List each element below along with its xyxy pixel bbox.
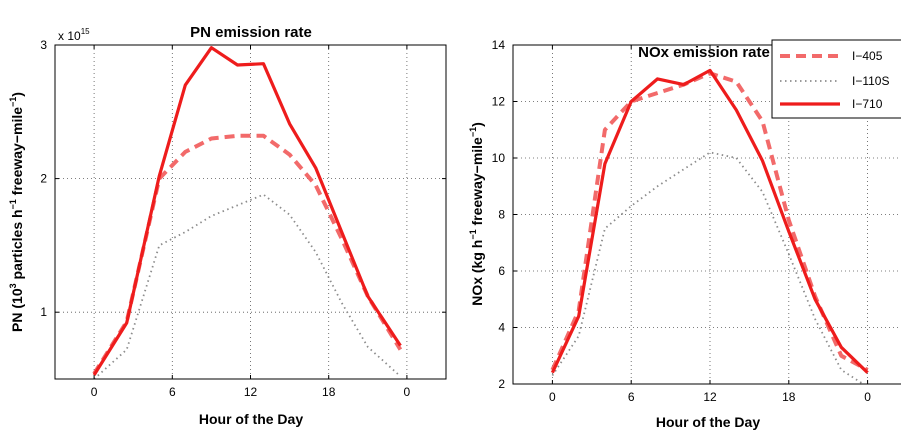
x-tick-label: 0 — [864, 390, 871, 404]
pn-series-group — [92, 46, 403, 379]
x-tick-label: 18 — [322, 385, 336, 399]
y-tick-label: 14 — [492, 38, 506, 52]
legend-label-i710: I−710 — [852, 97, 883, 111]
series-line-i710 — [550, 68, 869, 374]
y-tick-label: 3 — [40, 38, 47, 52]
x-tick-label: 12 — [703, 390, 717, 404]
x-tick-label: 0 — [549, 390, 556, 404]
series-line-i710 — [92, 46, 402, 376]
x-tick-label: 0 — [404, 385, 411, 399]
series-line-i405 — [92, 133, 403, 375]
nox-y-axis-label: NOx (kg h−1 freeway−mile−1) — [468, 122, 485, 306]
nox-ticks: 0 6 12 18 0 2 4 6 8 10 12 14 — [492, 38, 872, 404]
y-tick-label: 6 — [498, 264, 505, 278]
nox-emission-chart: NOx emission rate 0 6 12 18 0 2 4 6 8 10 12 14 Hour… — [468, 38, 901, 430]
nox-series-group — [550, 68, 869, 384]
y-tick-label: 2 — [498, 377, 505, 391]
x-tick-label: 6 — [169, 385, 176, 399]
y-tick-label: 8 — [498, 208, 505, 222]
x-tick-label: 6 — [628, 390, 635, 404]
x-tick-label: 12 — [244, 385, 258, 399]
y-tick-label: 2 — [40, 172, 47, 186]
legend-label-i110s: I−110S — [852, 74, 889, 88]
y-tick-label: 1 — [40, 305, 47, 319]
x-tick-label: 0 — [91, 385, 98, 399]
y-tick-label: 12 — [492, 95, 506, 109]
nox-legend: I−405 I−110S I−710 — [771, 39, 901, 119]
pn-chart-title: PN emission rate — [190, 24, 312, 41]
pn-y-scale-multiplier: x 1015 — [58, 27, 90, 43]
series-line-i110s — [551, 151, 865, 384]
y-tick-label: 4 — [498, 321, 505, 335]
y-tick-label: 10 — [492, 151, 506, 165]
pn-x-axis-label: Hour of the Day — [199, 411, 303, 427]
series-line-i110s — [93, 193, 402, 379]
pn-y-axis-label: PN (103 particles h−1 freeway−mile−1) — [8, 92, 25, 332]
x-tick-label: 18 — [782, 390, 796, 404]
nox-chart-title: NOx emission rate — [638, 44, 770, 61]
legend-label-i405: I−405 — [852, 49, 883, 63]
nox-x-axis-label: Hour of the Day — [656, 414, 760, 430]
